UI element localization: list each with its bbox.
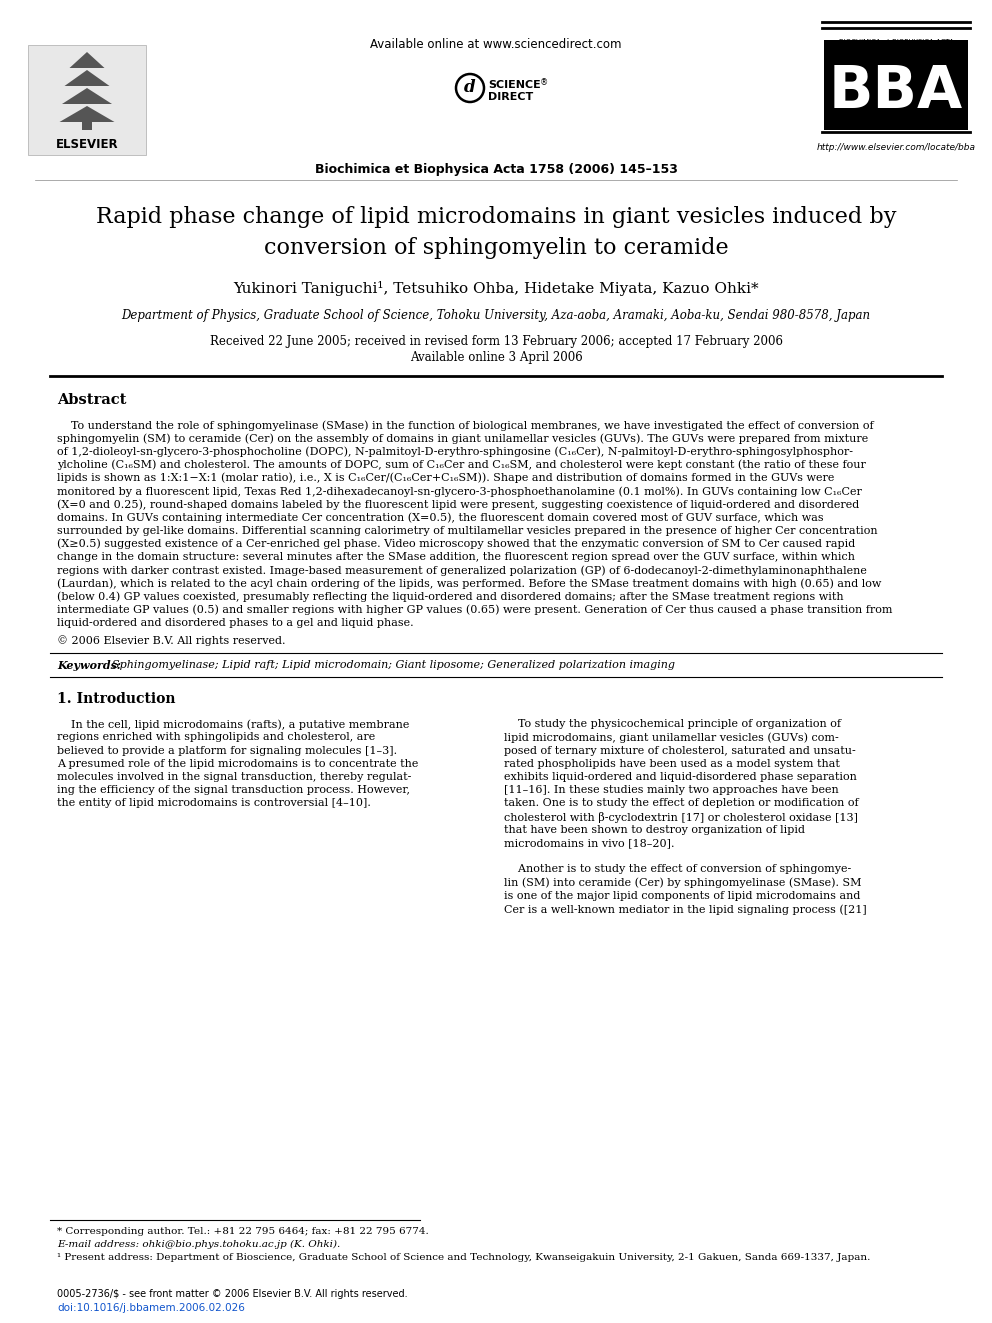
Text: Abstract: Abstract (57, 393, 126, 407)
Text: posed of ternary mixture of cholesterol, saturated and unsatu-: posed of ternary mixture of cholesterol,… (504, 746, 856, 755)
Text: SCIENCE: SCIENCE (488, 79, 541, 90)
Text: (X≥0.5) suggested existence of a Cer-enriched gel phase. Video microscopy showed: (X≥0.5) suggested existence of a Cer-enr… (57, 538, 855, 549)
Text: Biochimica et Biophysica Acta 1758 (2006) 145–153: Biochimica et Biophysica Acta 1758 (2006… (314, 164, 678, 176)
Polygon shape (69, 52, 104, 67)
Text: conversion of sphingomyelin to ceramide: conversion of sphingomyelin to ceramide (264, 237, 728, 259)
Text: surrounded by gel-like domains. Differential scanning calorimetry of multilamell: surrounded by gel-like domains. Differen… (57, 525, 878, 536)
Text: lipid microdomains, giant unilamellar vesicles (GUVs) com-: lipid microdomains, giant unilamellar ve… (504, 733, 839, 744)
Text: A presumed role of the lipid microdomains is to concentrate the: A presumed role of the lipid microdomain… (57, 759, 419, 769)
Text: Available online at www.sciencedirect.com: Available online at www.sciencedirect.co… (370, 38, 622, 52)
Text: [11–16]. In these studies mainly two approaches have been: [11–16]. In these studies mainly two app… (504, 785, 839, 795)
Text: 0005-2736/$ - see front matter © 2006 Elsevier B.V. All rights reserved.: 0005-2736/$ - see front matter © 2006 El… (57, 1289, 408, 1299)
Text: In the cell, lipid microdomains (rafts), a putative membrane: In the cell, lipid microdomains (rafts),… (57, 720, 410, 730)
Text: BBA: BBA (829, 64, 963, 120)
Text: ELSEVIER: ELSEVIER (56, 139, 118, 152)
Polygon shape (60, 106, 114, 122)
Text: molecules involved in the signal transduction, thereby regulat-: molecules involved in the signal transdu… (57, 773, 412, 782)
Text: Another is to study the effect of conversion of sphingomye-: Another is to study the effect of conver… (504, 864, 851, 875)
Text: © 2006 Elsevier B.V. All rights reserved.: © 2006 Elsevier B.V. All rights reserved… (57, 635, 286, 646)
Text: lipids is shown as 1:X:1−X:1 (molar ratio), i.e., X is C₁₆Cer/(C₁₆Cer+C₁₆SM)). S: lipids is shown as 1:X:1−X:1 (molar rati… (57, 472, 834, 483)
Text: Department of Physics, Graduate School of Science, Tohoku University, Aza-aoba, : Department of Physics, Graduate School o… (121, 308, 871, 321)
Text: Available online 3 April 2006: Available online 3 April 2006 (410, 352, 582, 365)
Text: Received 22 June 2005; received in revised form 13 February 2006; accepted 17 Fe: Received 22 June 2005; received in revis… (209, 336, 783, 348)
Text: exhibits liquid-ordered and liquid-disordered phase separation: exhibits liquid-ordered and liquid-disor… (504, 773, 857, 782)
Text: 1. Introduction: 1. Introduction (57, 692, 176, 706)
Text: regions enriched with sphingolipids and cholesterol, are: regions enriched with sphingolipids and … (57, 733, 375, 742)
Text: taken. One is to study the effect of depletion or modification of: taken. One is to study the effect of dep… (504, 798, 859, 808)
Text: the entity of lipid microdomains is controversial [4–10].: the entity of lipid microdomains is cont… (57, 798, 371, 808)
Text: To study the physicochemical principle of organization of: To study the physicochemical principle o… (504, 720, 841, 729)
Text: regions with darker contrast existed. Image-based measurement of generalized pol: regions with darker contrast existed. Im… (57, 565, 867, 576)
Text: microdomains in vivo [18–20].: microdomains in vivo [18–20]. (504, 837, 675, 848)
Bar (28, 45, 146, 155)
Text: ®: ® (540, 78, 549, 87)
Text: (below 0.4) GP values coexisted, presumably reflecting the liquid-ordered and di: (below 0.4) GP values coexisted, presuma… (57, 591, 843, 602)
Text: intermediate GP values (0.5) and smaller regions with higher GP values (0.65) we: intermediate GP values (0.5) and smaller… (57, 605, 893, 615)
Text: E-mail address: ohki@bio.phys.tohoku.ac.jp (K. Ohki).: E-mail address: ohki@bio.phys.tohoku.ac.… (57, 1240, 340, 1249)
Text: that have been shown to destroy organization of lipid: that have been shown to destroy organiza… (504, 824, 805, 835)
Bar (822, 0, 970, 20)
Text: liquid-ordered and disordered phases to a gel and liquid phase.: liquid-ordered and disordered phases to … (57, 618, 414, 628)
Text: http://www.elsevier.com/locate/bba: http://www.elsevier.com/locate/bba (816, 143, 975, 152)
Text: rated phospholipids have been used as a model system that: rated phospholipids have been used as a … (504, 759, 840, 769)
Text: of 1,2-dioleoyl-sn-glycero-3-phosphocholine (DOPC), N-palmitoyl-D-erythro-sphing: of 1,2-dioleoyl-sn-glycero-3-phosphochol… (57, 446, 853, 456)
Text: Yukinori Taniguchi¹, Tetsuhiko Ohba, Hidetake Miyata, Kazuo Ohki*: Yukinori Taniguchi¹, Tetsuhiko Ohba, Hid… (233, 280, 759, 295)
Text: Keywords:: Keywords: (57, 660, 121, 671)
Text: ¹ Present address: Department of Bioscience, Graduate School of Science and Tech: ¹ Present address: Department of Bioscie… (57, 1253, 870, 1262)
Text: d: d (464, 79, 476, 97)
Text: (Laurdan), which is related to the acyl chain ordering of the lipids, was perfor: (Laurdan), which is related to the acyl … (57, 578, 881, 589)
Text: BIOCHIMICA et BIOPHYSICA ACTA: BIOCHIMICA et BIOPHYSICA ACTA (838, 38, 953, 45)
Text: To understand the role of sphingomyelinase (SMase) in the function of biological: To understand the role of sphingomyelina… (57, 419, 874, 430)
Text: lin (SM) into ceramide (Cer) by sphingomyelinase (SMase). SM: lin (SM) into ceramide (Cer) by sphingom… (504, 877, 861, 888)
Bar (82, 114, 92, 130)
Polygon shape (64, 70, 109, 86)
Text: ylcholine (C₁₆SM) and cholesterol. The amounts of DOPC, sum of C₁₆Cer and C₁₆SM,: ylcholine (C₁₆SM) and cholesterol. The a… (57, 459, 866, 470)
Text: believed to provide a platform for signaling molecules [1–3].: believed to provide a platform for signa… (57, 746, 397, 755)
Text: DIRECT: DIRECT (488, 93, 534, 102)
Text: * Corresponding author. Tel.: +81 22 795 6464; fax: +81 22 795 6774.: * Corresponding author. Tel.: +81 22 795… (57, 1226, 429, 1236)
Text: domains. In GUVs containing intermediate Cer concentration (X=0.5), the fluoresc: domains. In GUVs containing intermediate… (57, 512, 823, 523)
Bar (824, 40, 968, 130)
Text: change in the domain structure: several minutes after the SMase addition, the fl: change in the domain structure: several … (57, 552, 855, 562)
Text: monitored by a fluorescent lipid, Texas Red 1,2-dihexadecanoyl-sn-glycero-3-phos: monitored by a fluorescent lipid, Texas … (57, 486, 862, 496)
Text: Sphingomyelinase; Lipid raft; Lipid microdomain; Giant liposome; Generalized pol: Sphingomyelinase; Lipid raft; Lipid micr… (112, 660, 675, 671)
Text: sphingomyelin (SM) to ceramide (Cer) on the assembly of domains in giant unilame: sphingomyelin (SM) to ceramide (Cer) on … (57, 433, 868, 443)
Text: Cer is a well-known mediator in the lipid signaling process ([21]: Cer is a well-known mediator in the lipi… (504, 904, 867, 914)
Text: ing the efficiency of the signal transduction process. However,: ing the efficiency of the signal transdu… (57, 785, 410, 795)
Polygon shape (62, 89, 112, 105)
Text: is one of the major lipid components of lipid microdomains and: is one of the major lipid components of … (504, 890, 860, 901)
Text: Rapid phase change of lipid microdomains in giant vesicles induced by: Rapid phase change of lipid microdomains… (96, 206, 896, 228)
Text: cholesterol with β-cyclodextrin [17] or cholesterol oxidase [13]: cholesterol with β-cyclodextrin [17] or … (504, 811, 858, 823)
Text: (X=0 and 0.25), round-shaped domains labeled by the fluorescent lipid were prese: (X=0 and 0.25), round-shaped domains lab… (57, 499, 859, 509)
Text: doi:10.1016/j.bbamem.2006.02.026: doi:10.1016/j.bbamem.2006.02.026 (57, 1303, 245, 1312)
